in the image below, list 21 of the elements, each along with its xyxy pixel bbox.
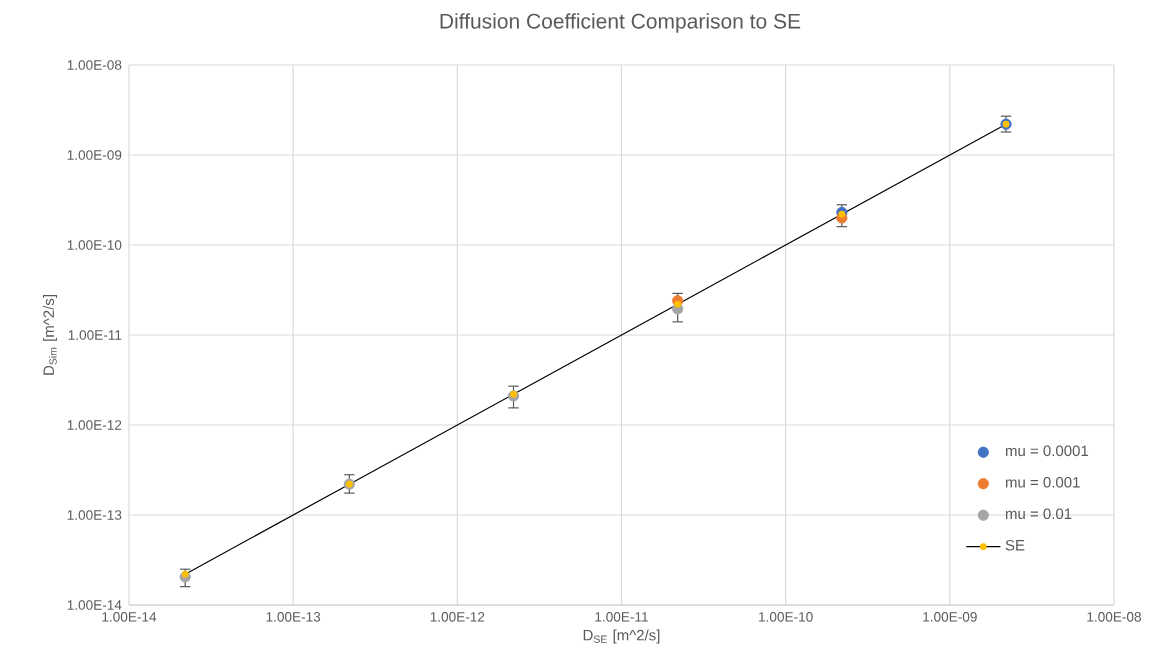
legend-label: mu = 0.0001	[1005, 445, 1089, 457]
x-tick-label: 1.00E-13	[266, 612, 321, 622]
y-tick-label: 1.00E-13	[67, 510, 122, 520]
y-tick-label: 1.00E-11	[68, 330, 122, 340]
y-tick-label: 1.00E-10	[67, 240, 122, 250]
x-tick-label: 1.00E-10	[759, 612, 813, 622]
x-tick-label: 1.00E-09	[923, 612, 977, 622]
y-tick-label: 1.00E-14	[67, 600, 122, 610]
x-tick-label: 1.00E-14	[102, 612, 157, 622]
y-tick-label: 1.00E-09	[67, 150, 122, 160]
y-axis-title: D$_{Sim}$ [m^2/s]	[43, 295, 57, 375]
legend-label: SE	[1005, 539, 1025, 551]
y-tick-label: 1.00E-12	[67, 420, 122, 430]
x-tick-label: 1.00E-11	[595, 612, 648, 622]
x-tick-label: 1.00E-12	[430, 612, 485, 622]
x-axis-title: D$_{SE}$ [m^2/s]	[583, 629, 660, 644]
y-tick-label: 1.00E-08	[67, 60, 122, 70]
legend-label: mu = 0.01	[1005, 508, 1072, 520]
chart-title: Diffusion Coefficient Comparison to SE	[440, 13, 801, 33]
x-tick-label: 1.00E-08	[1087, 612, 1141, 622]
legend-label: mu = 0.001	[1005, 476, 1080, 488]
